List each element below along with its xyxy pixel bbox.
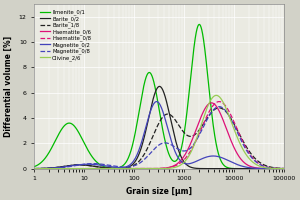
Olivine_2/6 bbox=[76, 167, 80, 170]
Magnetite_0/2 bbox=[282, 167, 286, 170]
Magnetite_0/2 bbox=[61, 166, 64, 168]
Magnetite_0/2 bbox=[251, 167, 254, 169]
Ilmenite_0/1 bbox=[61, 126, 64, 129]
Legend: Ilmenite_0/1, Barite_0/2, Barite_1/8, Haematite_0/6, Haematite_0/8, Magnetite_0/: Ilmenite_0/1, Barite_0/2, Barite_1/8, Ha… bbox=[39, 8, 92, 62]
Magnetite_0/8 bbox=[217, 105, 221, 108]
Haematite_0/6 bbox=[251, 166, 254, 168]
Ilmenite_0/1 bbox=[251, 167, 254, 170]
Magnetite_0/2 bbox=[278, 167, 281, 170]
Magnetite_0/8 bbox=[61, 166, 64, 169]
Barite_0/2 bbox=[282, 167, 286, 170]
Haematite_0/6 bbox=[32, 167, 36, 170]
Olivine_2/6 bbox=[282, 167, 286, 170]
Magnetite_0/2 bbox=[32, 167, 36, 170]
Barite_0/2 bbox=[278, 167, 281, 170]
Line: Barite_0/2: Barite_0/2 bbox=[34, 86, 284, 169]
Barite_0/2 bbox=[128, 165, 132, 168]
Olivine_2/6 bbox=[278, 167, 281, 170]
Barite_1/8 bbox=[282, 167, 286, 170]
Olivine_2/6 bbox=[251, 161, 254, 163]
Olivine_2/6 bbox=[139, 167, 143, 170]
Haematite_0/8 bbox=[251, 156, 254, 159]
Haematite_0/8 bbox=[278, 167, 281, 170]
Haematite_0/6 bbox=[278, 167, 281, 170]
Ilmenite_0/1 bbox=[282, 167, 286, 170]
Barite_0/2 bbox=[76, 164, 80, 166]
Barite_1/8 bbox=[128, 166, 132, 168]
Barite_0/2 bbox=[251, 167, 254, 170]
Haematite_0/6 bbox=[61, 167, 64, 170]
Haematite_0/6 bbox=[282, 167, 286, 170]
Magnetite_0/8 bbox=[76, 164, 80, 166]
Ilmenite_0/1 bbox=[76, 129, 80, 132]
Haematite_0/8 bbox=[76, 167, 80, 170]
Ilmenite_0/1 bbox=[139, 100, 143, 102]
Haematite_0/8 bbox=[282, 167, 286, 170]
Line: Barite_1/8: Barite_1/8 bbox=[34, 108, 284, 169]
Haematite_0/6 bbox=[139, 167, 143, 170]
Barite_1/8 bbox=[251, 154, 254, 157]
Haematite_0/8 bbox=[139, 167, 143, 170]
Barite_0/2 bbox=[61, 165, 64, 168]
Line: Olivine_2/6: Olivine_2/6 bbox=[34, 95, 284, 169]
Haematite_0/6 bbox=[210, 102, 213, 104]
Haematite_0/8 bbox=[218, 100, 221, 103]
Barite_1/8 bbox=[139, 158, 143, 160]
Magnetite_0/8 bbox=[282, 167, 286, 170]
Magnetite_0/2 bbox=[128, 163, 132, 166]
Haematite_0/8 bbox=[61, 167, 64, 170]
Barite_1/8 bbox=[217, 107, 221, 109]
Haematite_0/6 bbox=[76, 167, 80, 170]
Magnetite_0/8 bbox=[251, 157, 254, 160]
Line: Haematite_0/6: Haematite_0/6 bbox=[34, 103, 284, 169]
Haematite_0/8 bbox=[32, 167, 36, 170]
Line: Haematite_0/8: Haematite_0/8 bbox=[34, 102, 284, 169]
Barite_1/8 bbox=[61, 165, 64, 168]
Ilmenite_0/1 bbox=[128, 152, 132, 155]
Ilmenite_0/1 bbox=[32, 165, 36, 168]
Barite_1/8 bbox=[32, 167, 36, 170]
Magnetite_0/2 bbox=[76, 164, 80, 166]
Line: Magnetite_0/8: Magnetite_0/8 bbox=[34, 107, 284, 169]
Haematite_0/6 bbox=[128, 167, 132, 170]
Olivine_2/6 bbox=[128, 167, 132, 170]
Magnetite_0/8 bbox=[128, 166, 132, 168]
Barite_0/2 bbox=[32, 167, 36, 170]
Y-axis label: Differential volume [%]: Differential volume [%] bbox=[4, 36, 13, 137]
Barite_0/2 bbox=[158, 85, 161, 88]
Olivine_2/6 bbox=[32, 167, 36, 170]
Line: Ilmenite_0/1: Ilmenite_0/1 bbox=[34, 24, 284, 169]
Magnetite_0/2 bbox=[155, 100, 158, 103]
Magnetite_0/8 bbox=[139, 161, 143, 163]
Ilmenite_0/1 bbox=[197, 23, 201, 26]
Barite_0/2 bbox=[139, 148, 143, 150]
Olivine_2/6 bbox=[61, 167, 64, 170]
X-axis label: Grain size [μm]: Grain size [μm] bbox=[126, 187, 192, 196]
Line: Magnetite_0/2: Magnetite_0/2 bbox=[34, 102, 284, 169]
Barite_1/8 bbox=[76, 164, 80, 166]
Magnetite_0/8 bbox=[32, 167, 36, 170]
Magnetite_0/2 bbox=[139, 143, 143, 145]
Magnetite_0/8 bbox=[278, 167, 281, 170]
Olivine_2/6 bbox=[214, 94, 218, 97]
Haematite_0/8 bbox=[128, 167, 132, 170]
Barite_1/8 bbox=[278, 167, 281, 169]
Ilmenite_0/1 bbox=[278, 167, 281, 170]
